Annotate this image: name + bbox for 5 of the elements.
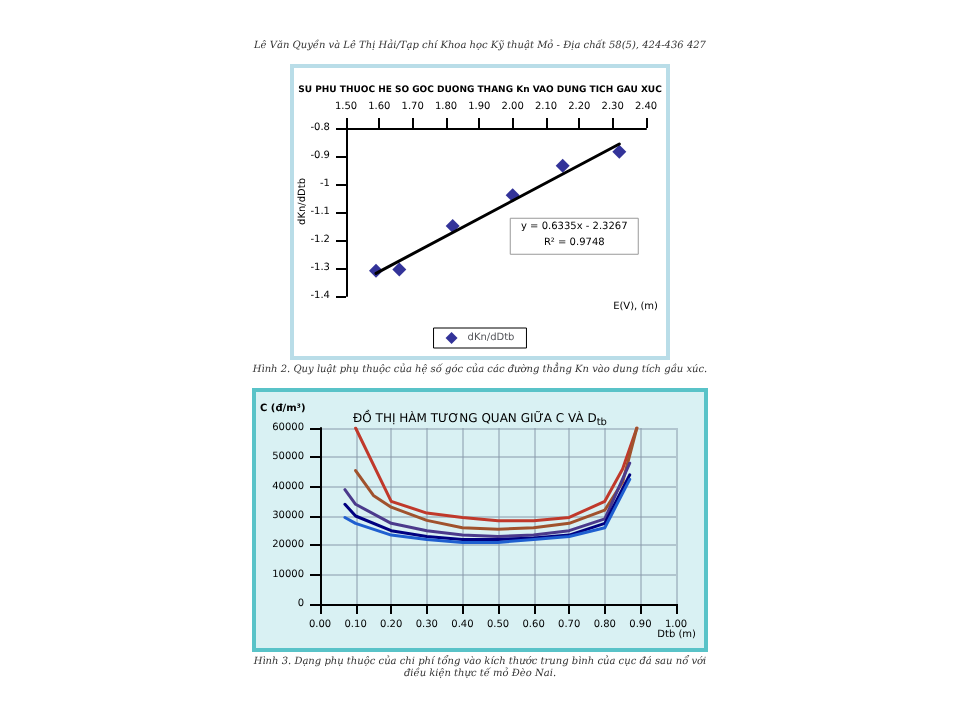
- point: [555, 158, 570, 173]
- point: [612, 144, 627, 159]
- line-series: [343, 461, 632, 539]
- point: [445, 219, 460, 233]
- point: [392, 262, 407, 277]
